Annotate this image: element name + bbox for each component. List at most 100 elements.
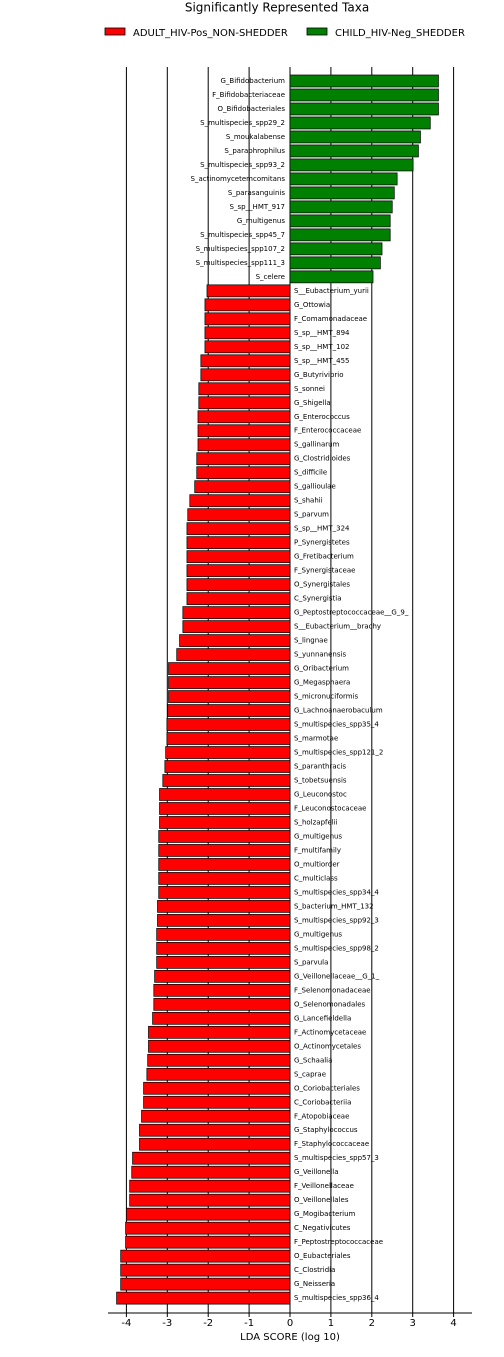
bar <box>158 858 291 871</box>
category-label: F_Atopobiaceae <box>294 1112 349 1120</box>
bar <box>159 802 291 815</box>
bar <box>143 1095 291 1109</box>
category-label: F_Peptostreptococcaceae <box>294 1238 383 1246</box>
bar <box>289 130 421 144</box>
category-label: C_Coriobacteriia <box>294 1098 351 1106</box>
bar <box>182 606 291 619</box>
bar <box>289 74 439 88</box>
category-label: S__Eubacterium_yurii <box>294 287 369 295</box>
bar <box>167 704 291 717</box>
category-label: S_difficile <box>294 469 327 477</box>
bar <box>125 1235 291 1249</box>
bar <box>186 592 291 605</box>
category-label: S_lingnae <box>294 637 328 645</box>
category-label: S_multispecies_spp121_2 <box>294 749 383 757</box>
bar <box>289 242 383 256</box>
category-label: G_Ottowia <box>294 301 330 309</box>
category-label: S_multispecies_spp36_4 <box>294 1294 379 1302</box>
category-label: G_Staphylococcus <box>294 1126 358 1134</box>
category-label: G_Mogibacterium <box>294 1210 356 1218</box>
legend-swatch <box>306 27 328 36</box>
x-tick-label: 3 <box>410 1318 416 1329</box>
bar <box>200 368 291 382</box>
bar <box>186 536 291 550</box>
category-label: O_Eubacteriales <box>294 1252 351 1260</box>
category-label: S_multispecies_spp29_2 <box>200 119 285 127</box>
category-label: S_multispecies_spp98_2 <box>294 944 379 952</box>
bar <box>289 270 374 284</box>
legend-label: CHILD_HIV-Neg_SHEDDER <box>335 28 465 39</box>
bar <box>200 354 291 368</box>
category-label: S__Eubacterium__brachy <box>294 623 381 631</box>
category-label: S_gallioulae <box>294 483 336 491</box>
bar <box>289 172 398 186</box>
category-label: S_sp__HMT_894 <box>294 329 350 337</box>
bar <box>289 158 414 172</box>
category-label: S_multispecies_spp111_3 <box>196 259 285 267</box>
category-label: S_multispecies_spp107_2 <box>196 245 285 253</box>
category-label: G_Megasphaera <box>294 679 350 687</box>
bar <box>116 1291 291 1305</box>
category-label: G_Leuconostoc <box>294 790 347 798</box>
bar <box>154 970 291 983</box>
bar <box>153 997 291 1011</box>
bar <box>186 564 291 577</box>
category-label: G_Enterococcus <box>294 413 350 421</box>
bar <box>194 480 291 494</box>
category-label: S_multispecies_spp57_3 <box>294 1154 379 1162</box>
bar <box>204 326 291 340</box>
category-label: S_sp__HMT_102 <box>294 343 349 351</box>
category-label: S_holzapfelii <box>294 818 338 826</box>
bar <box>120 1277 291 1291</box>
bar <box>164 760 291 773</box>
bar <box>204 312 291 326</box>
category-label: S_actinomycetemcomitans <box>191 175 286 183</box>
bar <box>289 200 393 214</box>
bar <box>196 466 291 480</box>
bar <box>153 983 291 997</box>
bar <box>125 1221 291 1235</box>
bar <box>139 1137 291 1151</box>
category-label: F_Leuconostocaceae <box>294 804 366 812</box>
category-label: S_multispecies_spp92_3 <box>294 916 379 924</box>
bar <box>143 1081 291 1095</box>
category-label: C_multiclass <box>294 874 338 882</box>
bar <box>152 1011 291 1025</box>
category-label: S_tobetsuensis <box>294 776 347 784</box>
x-tick-label: 1 <box>328 1318 334 1329</box>
bar <box>182 620 291 633</box>
bar <box>186 578 291 591</box>
legend-swatch <box>104 27 126 36</box>
category-label: G_multigenus <box>294 930 342 938</box>
x-tick-label: -4 <box>121 1318 131 1329</box>
category-label: S_bacterium_HMT_132 <box>294 902 374 910</box>
bar <box>158 844 291 857</box>
category-label: O_Synergistales <box>294 581 350 589</box>
category-label: F_Bifidobacteriaceae <box>212 91 285 99</box>
bar <box>148 1039 291 1053</box>
category-label: G_Bifidobacterium <box>220 77 285 85</box>
category-label: O_multiorder <box>294 860 340 868</box>
bar <box>159 788 291 801</box>
category-label: F_Enterococcaceae <box>294 427 361 435</box>
bar <box>168 690 291 703</box>
bar <box>159 816 291 829</box>
category-label: S_moukalabense <box>226 133 285 141</box>
category-label: S_sonnei <box>294 385 325 393</box>
bar <box>168 676 291 689</box>
x-tick-label: 4 <box>450 1318 456 1329</box>
category-label: S_sp__HMT_917 <box>230 203 285 211</box>
category-label: O_Actinomycetales <box>294 1042 361 1050</box>
bar <box>289 116 431 130</box>
category-label: F_Synergistaceae <box>294 567 355 575</box>
bar <box>162 774 291 787</box>
category-label: C_Negativicutes <box>294 1224 351 1232</box>
category-label: G_multigenus <box>294 832 342 840</box>
category-label: G_Veillonella <box>294 1168 339 1176</box>
bar <box>156 942 291 955</box>
category-label: S_parasanguinis <box>228 189 285 197</box>
category-label: F_Veillonellaceae <box>294 1182 354 1190</box>
category-label: S_paraphrophilus <box>224 147 285 155</box>
bar <box>198 396 291 410</box>
bars <box>116 74 439 1305</box>
